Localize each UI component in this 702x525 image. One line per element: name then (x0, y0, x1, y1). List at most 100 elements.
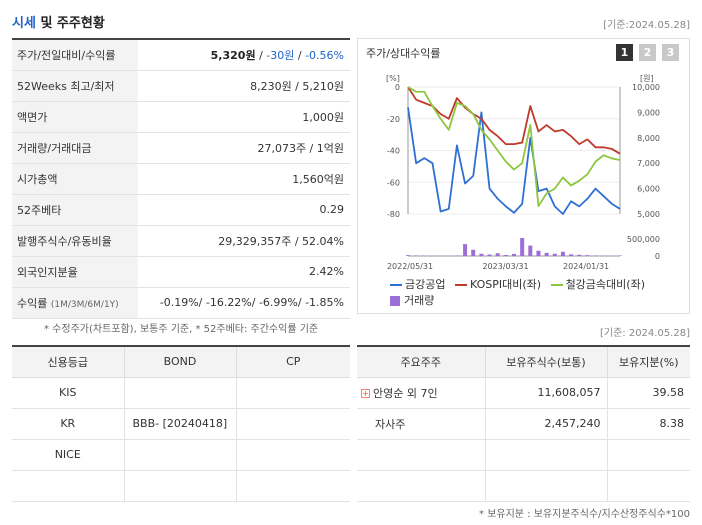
volume-bar (536, 250, 541, 256)
steel-relative-line (407, 86, 621, 207)
row-label: 52Weeks 최고/최저 (12, 70, 138, 102)
expand-plus-icon[interactable]: + (361, 389, 370, 398)
right-tick-label: 10,000 (632, 83, 660, 92)
agency-cell: KIS (12, 377, 125, 409)
bond-cell (124, 377, 237, 409)
holder-name-cell (357, 470, 486, 502)
x-tick-label: 2023/03/31 (482, 262, 528, 271)
price: 5,320원 (210, 48, 256, 62)
column-header: CP (236, 346, 350, 378)
volume-bar (430, 255, 435, 257)
column-header: 보유주식수(보통) (485, 346, 608, 378)
row-label: 발행주식수/유동비율 (12, 225, 138, 257)
reference-date: [기준:2024.05.28] (603, 20, 690, 31)
row-value: 0.29 (138, 194, 350, 226)
section-header: 시세 및 주주현황 [기준:2024.05.28] (12, 10, 690, 34)
pct-cell (607, 439, 690, 471)
chart-tab-2[interactable]: 2 (639, 44, 656, 61)
right-tick-label: 9,000 (637, 108, 660, 117)
legend-swatch-steel (550, 284, 563, 286)
kospi-relative-line (407, 86, 621, 155)
legend-swatch-stock (390, 284, 402, 286)
volume-bar (487, 254, 492, 256)
pct-cell (607, 470, 690, 502)
legend-label-steel: 철강금속대비(좌) (565, 278, 645, 291)
chart-tab-1[interactable]: 1 (616, 44, 633, 61)
chart-legend: 금강공업 KOSPI대비(좌) 철강금속대비(좌) 거래량 (390, 276, 690, 309)
row-label: 주가/전일대비/수익률 (12, 39, 138, 71)
holders-footnote: * 보유지분 : 보유지분주식수/지수산정주식수*100 (479, 509, 690, 520)
agency-cell: NICE (12, 439, 125, 471)
credit-rating-table: 신용등급 BOND CP KIS KR BBB- [20240418] NICE (12, 345, 350, 502)
row-label: 수익률 (1M/3M/6M/1Y) (12, 287, 138, 319)
right-tick-label: 8,000 (637, 134, 660, 143)
title-rest: 및 주주현황 (35, 16, 105, 31)
column-header: 주요주주 (357, 346, 486, 378)
table-row (12, 470, 350, 502)
volume-bar (520, 238, 525, 256)
row-value: 1,000원 (138, 101, 350, 133)
table-row: 수익률 (1M/3M/6M/1Y) -0.19%/ -16.22%/ -6.99… (12, 287, 350, 319)
left-tick-label: -60 (387, 178, 400, 187)
volume-bar (560, 251, 565, 256)
price-chart-panel: 주가/상대수익률 1 2 3 [%] [원] 0 -20 -40 -60 -80 10,000… (357, 38, 690, 314)
table-row: KIS (12, 377, 350, 409)
table-header-row: 주요주주 보유주식수(보통) 보유지분(%) (357, 346, 690, 378)
volume-bar (593, 255, 598, 256)
legend-label-stock: 금강공업 (405, 278, 446, 291)
shareholders-table: 주요주주 보유주식수(보통) 보유지분(%) + 안영순 외 7인 11,608,… (357, 345, 690, 502)
separator: / (255, 48, 267, 62)
legend-item-stock: 금강공업 (390, 277, 445, 293)
table-row: 52Weeks 최고/최저 8,230원 / 5,210원 (12, 70, 350, 102)
pct-cell: 39.58 (607, 377, 690, 409)
shares-cell (485, 470, 608, 502)
table-row (357, 470, 690, 502)
table-row: NICE (12, 439, 350, 471)
volume-bar (585, 255, 590, 256)
title-highlight: 시세 (12, 16, 36, 31)
table-row: 거래량/거래대금 27,073주 / 1억원 (12, 132, 350, 164)
bond-cell (124, 439, 237, 471)
volume-bar (503, 255, 508, 256)
volume-tick-label: 500,000 (627, 235, 660, 244)
table-row: 52주베타 0.29 (12, 194, 350, 226)
row-label: 액면가 (12, 101, 138, 133)
left-tick-label: 0 (395, 83, 400, 92)
volume-bar (552, 253, 557, 256)
page-title: 시세 및 주주현황 (12, 12, 105, 31)
holder-name-cell: + 안영순 외 7인 (357, 377, 486, 409)
right-tick-label: 7,000 (637, 159, 660, 168)
cp-cell (236, 470, 350, 502)
change-rate: -0.56% (305, 48, 344, 62)
volume-bar (544, 252, 549, 256)
volume-bar (609, 255, 614, 257)
table-row (357, 439, 690, 471)
chart-tabs: 1 2 3 (616, 44, 679, 61)
row-value: 8,230원 / 5,210원 (138, 70, 350, 102)
volume-bar (569, 254, 574, 256)
shares-cell: 2,457,240 (485, 408, 608, 440)
stock-price-line (407, 107, 621, 215)
shares-cell (485, 439, 608, 471)
row-label: 거래량/거래대금 (12, 132, 138, 164)
volume-bar (512, 253, 516, 256)
row-value: 2.42% (138, 256, 350, 288)
volume-bar (414, 255, 419, 256)
legend-swatch-volume (390, 296, 400, 306)
table-row: 발행주식수/유동비율 29,329,357주 / 52.04% (12, 225, 350, 257)
table-row: 액면가 1,000원 (12, 101, 350, 133)
right-tick-label: 5,000 (637, 210, 660, 219)
legend-item-kospi: KOSPI대비(좌) (454, 277, 541, 293)
table-row: + 안영순 외 7인 11,608,057 39.58 (357, 377, 690, 409)
row-value: 1,560억원 (138, 163, 350, 195)
volume-bar (406, 255, 410, 256)
column-header: 신용등급 (12, 346, 125, 378)
legend-item-volume: 거래량 (390, 293, 434, 309)
row-label: 외국인지분율 (12, 256, 138, 288)
x-tick-label: 2022/05/31 (387, 262, 433, 271)
agency-cell (12, 470, 125, 502)
change: -30원 (266, 48, 295, 62)
price-chart: [%] [원] 0 -20 -40 -60 -80 10,000 9,000 8,000 7,000… (386, 74, 660, 271)
chart-tab-3[interactable]: 3 (662, 44, 679, 61)
volume-tick-label: 0 (655, 252, 660, 261)
